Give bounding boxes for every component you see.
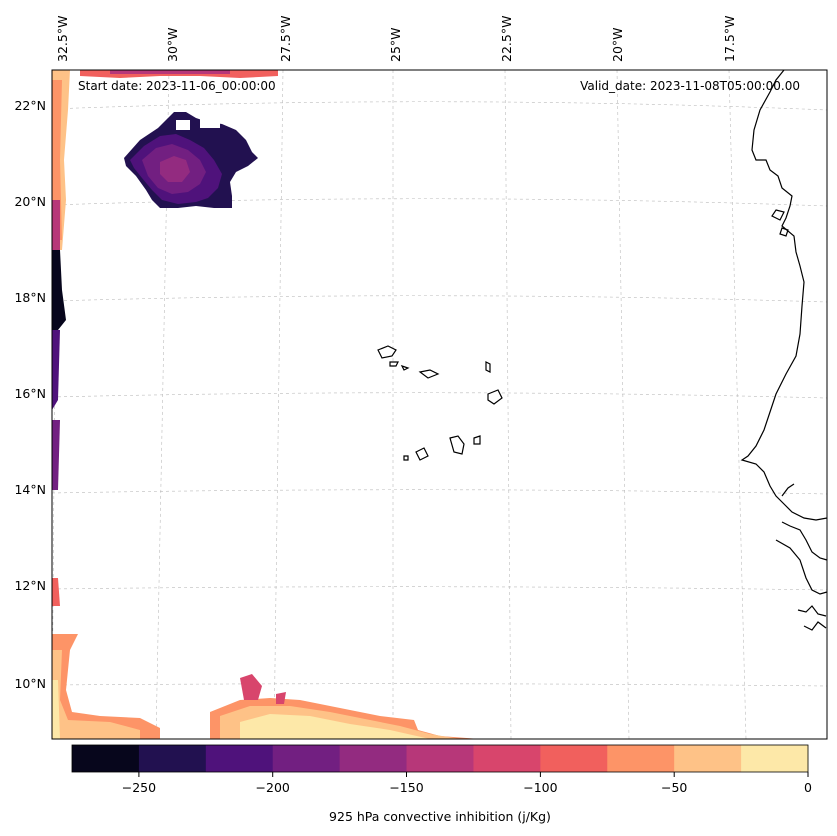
colorbar-swatch [674, 745, 742, 772]
colorbar-tick-label: 0 [804, 780, 812, 795]
colorbar-swatch [72, 745, 140, 772]
valid-date-label: Valid_date: 2023-11-08T05:00:00.00 [580, 79, 800, 93]
map-plot-area: Start date: 2023-11-06_00:00:00 Valid_da… [51, 69, 828, 740]
lat-label: 20°N [14, 194, 46, 209]
colorbar-swatch [205, 745, 274, 772]
colorbar-ticks: −250 −200 −150 −100 −50 0 [122, 772, 812, 795]
africa-coastline [740, 69, 828, 631]
lon-label: 17.5°W [722, 16, 737, 62]
colorbar-swatch [607, 745, 675, 772]
colorbar-swatches [72, 745, 809, 772]
lon-label: 22.5°W [499, 16, 514, 62]
start-date-label: Start date: 2023-11-06_00:00:00 [78, 79, 276, 93]
lat-label: 10°N [14, 676, 46, 691]
longitude-labels: 32.5°W 30°W 27.5°W 25°W 22.5°W 20°W 17.5… [55, 16, 737, 62]
cin-filled-contours [52, 70, 480, 739]
lat-label: 18°N [14, 290, 46, 305]
cabo-verde-islands [377, 345, 503, 461]
colorbar-tick-label: −50 [661, 780, 687, 795]
colorbar-tick-label: −100 [523, 780, 557, 795]
map-frame [51, 69, 828, 740]
colorbar-label: 925 hPa convective inhibition (j/Kg) [329, 809, 551, 824]
colorbar-swatch [406, 745, 474, 772]
colorbar-swatch [540, 745, 608, 772]
colorbar: −250 −200 −150 −100 −50 0 925 hPa convec… [71, 744, 812, 824]
cin-contour-nw-hole [176, 120, 190, 130]
lat-label: 16°N [14, 386, 46, 401]
colorbar-swatch [138, 745, 207, 772]
lon-label: 30°W [165, 27, 180, 62]
lat-label: 14°N [14, 482, 46, 497]
lon-label: 20°W [610, 27, 625, 62]
colorbar-tick-label: −250 [122, 780, 156, 795]
colorbar-frame [71, 744, 809, 773]
lon-label: 27.5°W [278, 16, 293, 62]
colorbar-swatch [741, 745, 809, 772]
cin-contour-nw-core [160, 156, 190, 182]
colorbar-swatch [272, 745, 341, 772]
colorbar-tick-label: −150 [389, 780, 423, 795]
lon-label: 32.5°W [55, 16, 70, 62]
lat-label: 22°N [14, 98, 46, 113]
lat-label: 12°N [14, 578, 46, 593]
lon-label: 25°W [388, 27, 403, 62]
colorbar-tick-label: −200 [256, 780, 290, 795]
colorbar-swatch [339, 745, 408, 772]
latitude-labels: 22°N 20°N 18°N 16°N 14°N 12°N 10°N [14, 98, 46, 691]
colorbar-swatch [473, 745, 541, 772]
